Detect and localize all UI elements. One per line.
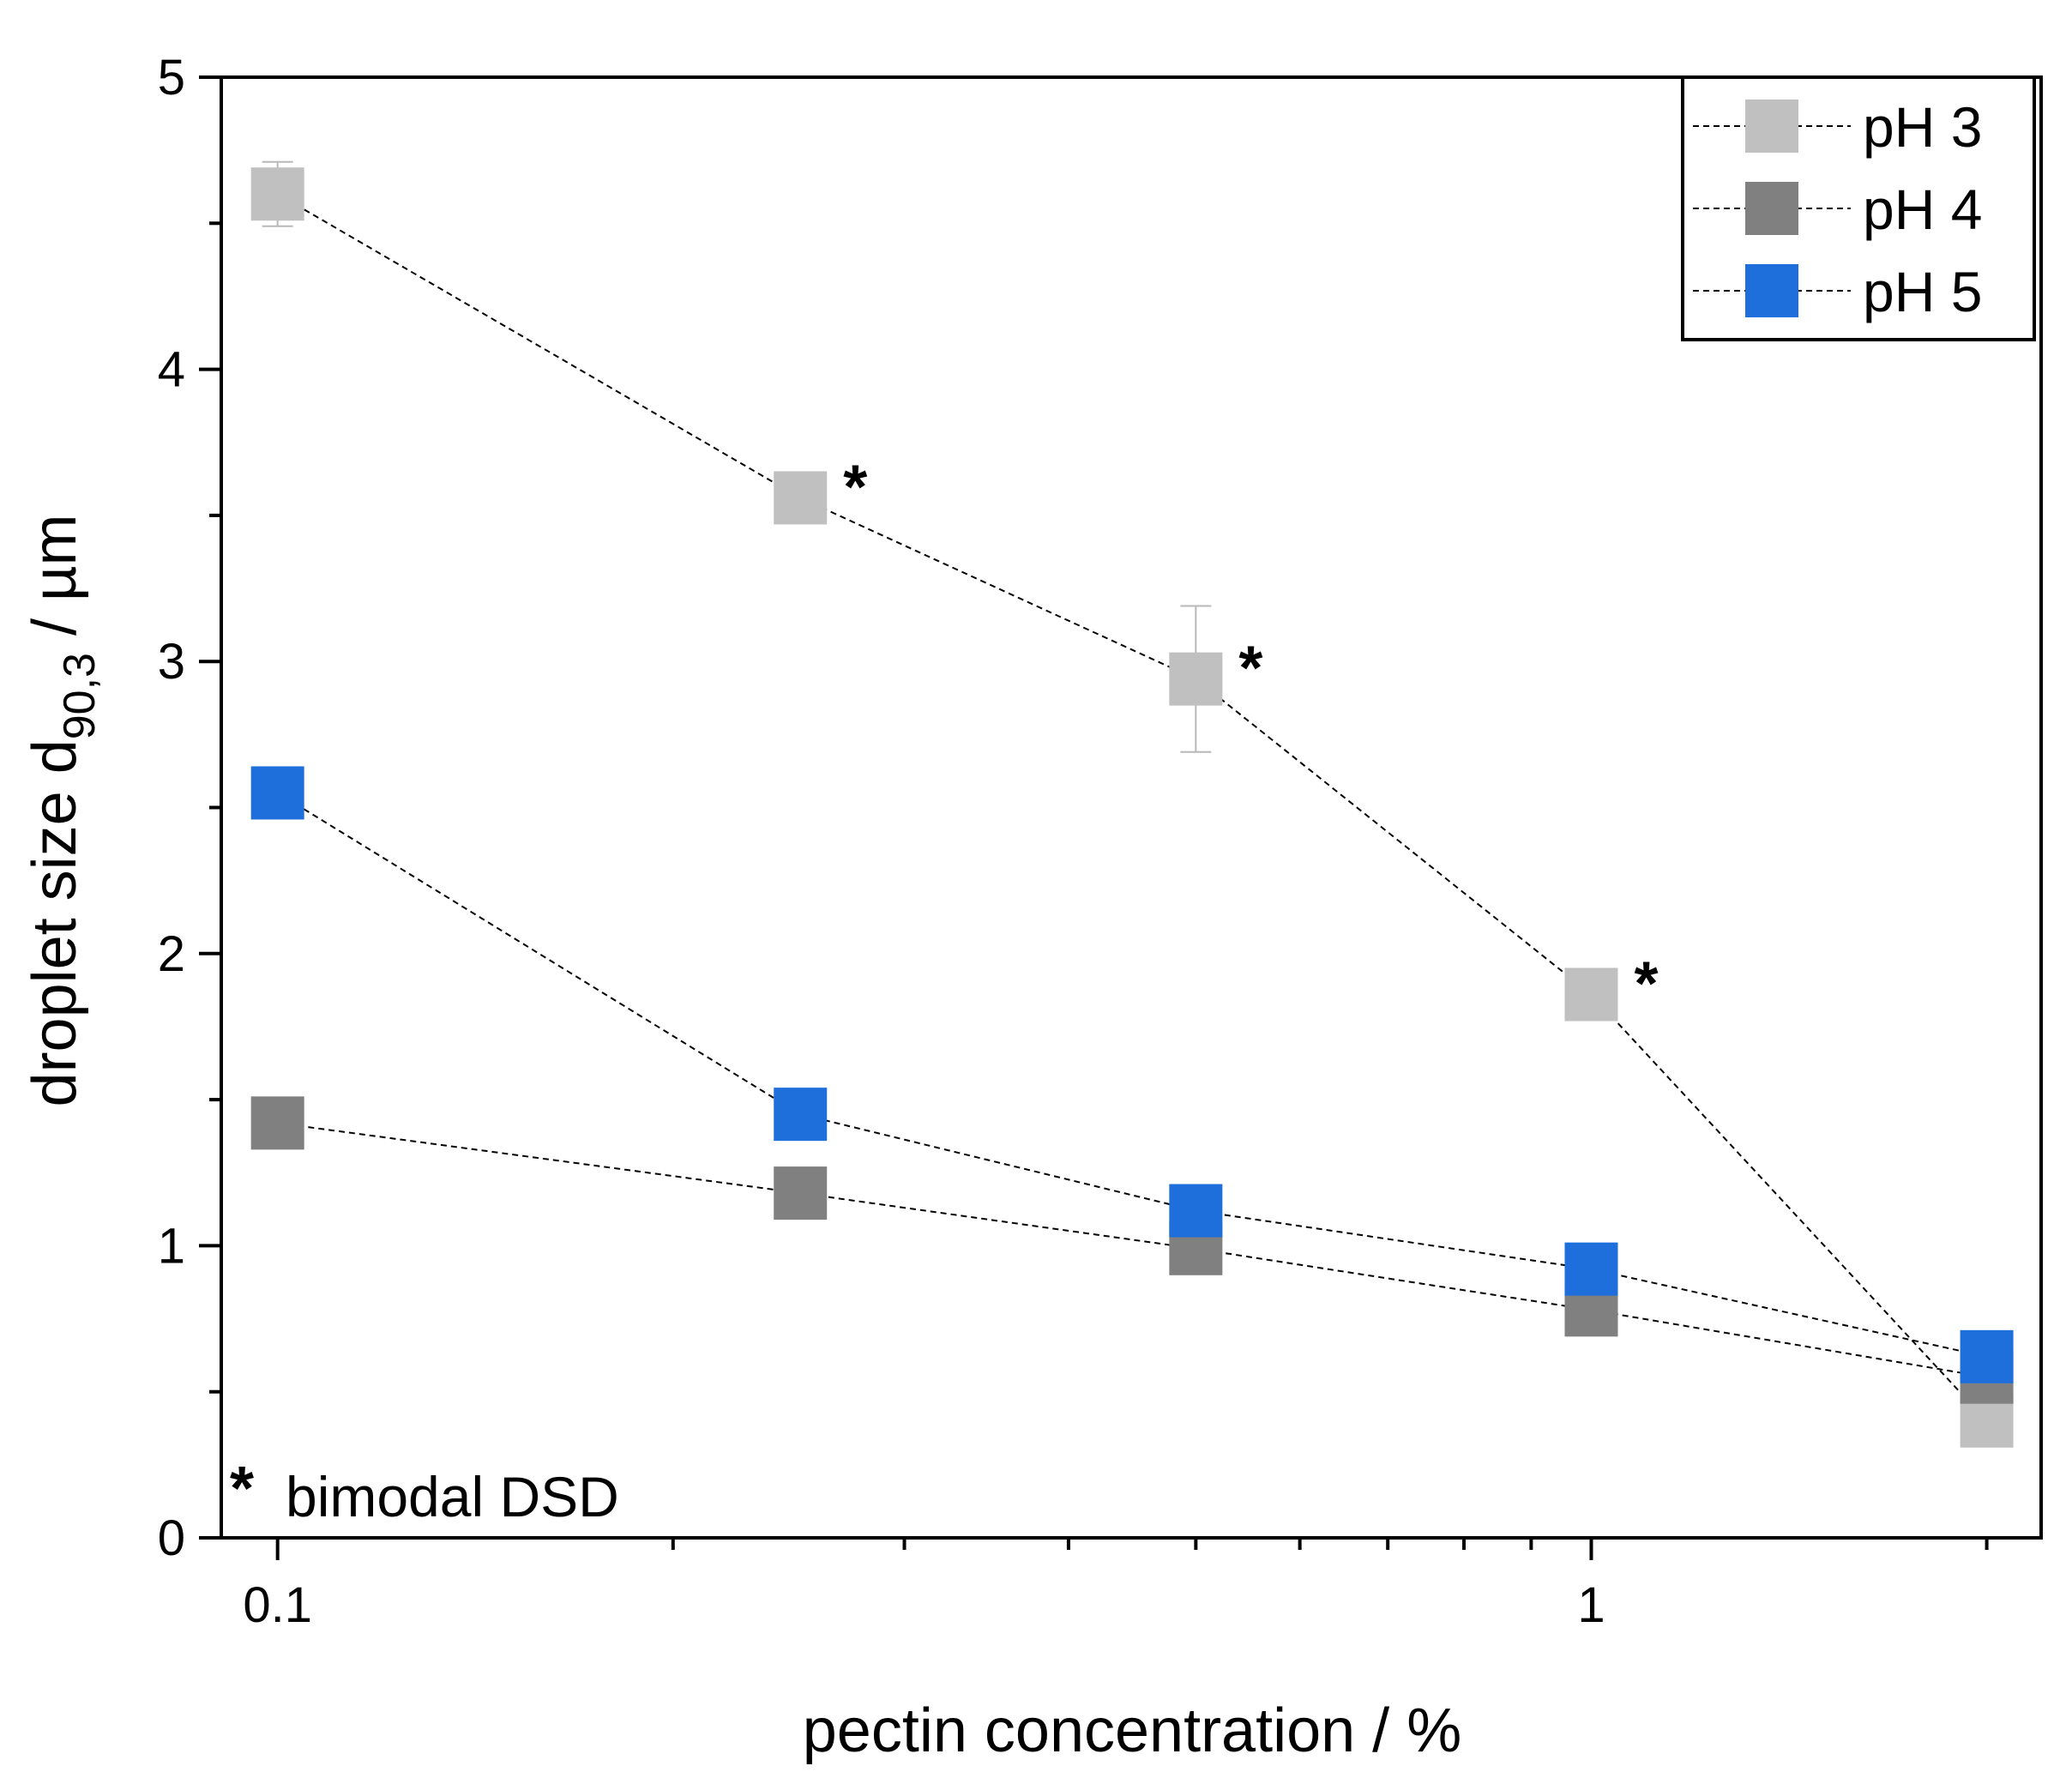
y-tick-label: 3 <box>158 634 185 690</box>
legend-items: pH 3 pH 4 pH 5 <box>1693 95 1982 323</box>
x-axis-title: pectin concentration / % <box>803 1697 1461 1765</box>
legend-label: pH 3 <box>1863 95 1982 159</box>
data-point-ph5 <box>250 766 304 820</box>
bimodal-note: * bimodal DSD <box>230 1455 619 1528</box>
data-point-ph3 <box>1564 967 1618 1022</box>
series-layer: * * * <box>250 160 2014 1448</box>
axes-layer: 0 1 2 3 4 5 0.1 1 <box>158 50 2043 1633</box>
y-axis-title-main: droplet size d <box>21 739 89 1106</box>
x-tick-label: 0.1 <box>243 1577 312 1633</box>
data-point-ph4 <box>250 1096 304 1150</box>
series-line-1 <box>277 193 1988 1422</box>
legend-swatch <box>1745 99 1798 153</box>
legend-swatch <box>1745 264 1798 317</box>
y-tick-label: 4 <box>158 342 185 398</box>
series-line-2 <box>277 1122 1987 1378</box>
legend-label: pH 5 <box>1863 260 1982 323</box>
legend: pH 3 pH 4 pH 5 <box>1681 75 2036 341</box>
y-tick-label: 5 <box>158 50 185 105</box>
y-tick-label: 1 <box>158 1218 185 1274</box>
data-point-ph5 <box>1564 1242 1618 1296</box>
bimodal-marker: * <box>1634 949 1658 1018</box>
x-tick-label: 1 <box>1577 1577 1605 1633</box>
bimodal-note-text: bimodal DSD <box>286 1465 619 1528</box>
y-axis-title: droplet size d90,3 / µm <box>21 515 105 1107</box>
data-point-ph3 <box>1169 652 1223 706</box>
data-point-ph5 <box>774 1088 828 1142</box>
y-tick-label: 2 <box>158 926 185 982</box>
legend-box <box>1681 75 2036 341</box>
y-tick-label: 0 <box>158 1510 185 1566</box>
bimodal-marker: * <box>843 453 867 521</box>
data-point-ph3 <box>774 471 828 525</box>
y-axis-title-unit: / µm <box>21 515 89 653</box>
data-point-ph3 <box>250 167 304 221</box>
y-axis-title-subscript: 90,3 <box>55 653 105 739</box>
bimodal-note-marker: * <box>230 1455 254 1523</box>
legend-label: pH 4 <box>1863 178 1982 241</box>
series-line-3 <box>277 792 1987 1358</box>
data-point-ph5 <box>1960 1329 2014 1383</box>
legend-swatch <box>1745 182 1798 235</box>
bimodal-marker: * <box>1238 635 1262 703</box>
data-point-ph5 <box>1169 1184 1223 1238</box>
data-point-ph4 <box>774 1166 828 1220</box>
